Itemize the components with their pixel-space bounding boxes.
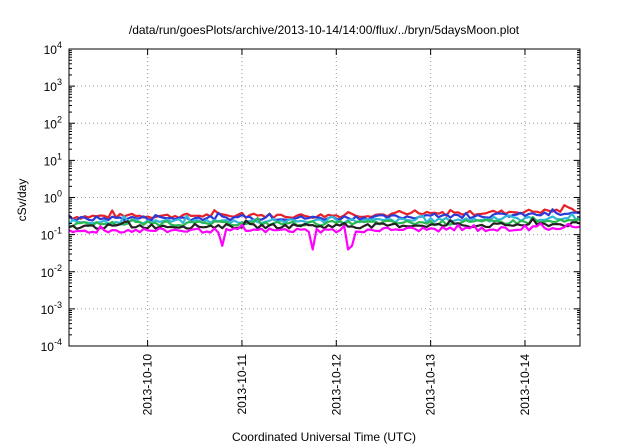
y-tick-label: 10-4 <box>41 337 62 354</box>
series-line <box>68 216 581 228</box>
y-tick-label: 104 <box>44 40 62 57</box>
x-axis-label: Coordinated Universal Time (UTC) <box>232 430 416 444</box>
series-line <box>68 212 581 225</box>
series-line <box>68 217 581 230</box>
grid-lines <box>69 49 580 346</box>
y-tick-label: 100 <box>44 189 62 206</box>
chart-title: /data/run/goesPlots/archive/2013-10-14/1… <box>129 23 520 37</box>
y-tick-label: 102 <box>44 114 62 131</box>
x-tick-label: 2013-10-14 <box>518 354 532 416</box>
x-tick-label: 2013-10-12 <box>329 354 343 416</box>
x-tick-label: 2013-10-13 <box>424 354 438 416</box>
series-line <box>68 222 581 251</box>
y-axis: 10-4 10-3 10-2 10-1 100 101 102 103 104 <box>41 40 580 354</box>
y-tick-label: 101 <box>44 151 62 168</box>
x-tick-label: 2013-10-10 <box>141 354 155 416</box>
series-group <box>68 204 581 251</box>
y-tick-label: 10-1 <box>41 226 62 243</box>
y-tick-label: 103 <box>44 77 62 94</box>
x-axis: 2013-10-10 2013-10-11 2013-10-12 2013-10-13… <box>141 49 532 415</box>
y-tick-label: 10-3 <box>41 300 62 317</box>
y-axis-label: cSv/day <box>15 179 29 222</box>
y-tick-label: 10-2 <box>41 263 62 280</box>
series-line <box>68 208 581 222</box>
x-tick-label: 2013-10-11 <box>235 354 249 415</box>
